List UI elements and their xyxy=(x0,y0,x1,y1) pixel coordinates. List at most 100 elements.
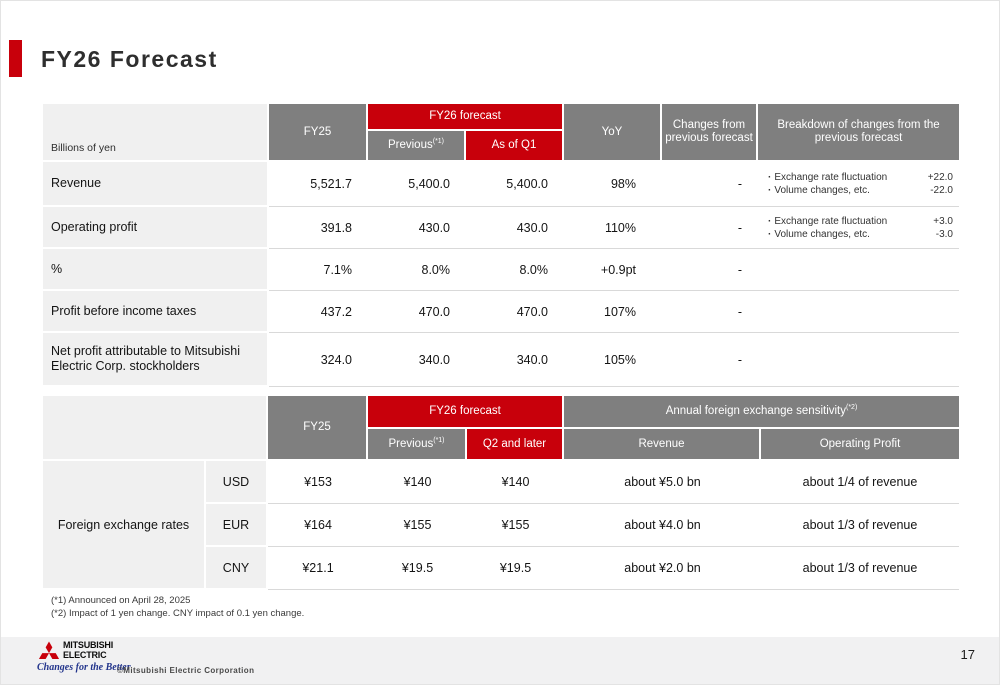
cell-previous: 470.0 xyxy=(368,291,466,333)
breakdown-line: Exchange rate fluctuation +3.0 xyxy=(768,215,953,228)
table1-col-breakdown: Breakdown of changes from the previous f… xyxy=(758,104,959,162)
fx-table: FY25 FY26 forecast Annual foreign exchan… xyxy=(43,396,959,590)
table-row-operating-profit: Operating profit 391.8 430.0 430.0 110% … xyxy=(43,207,959,249)
cell-breakdown xyxy=(758,291,959,333)
breakdown-line: Volume changes, etc. -3.0 xyxy=(768,228,953,241)
cell-yoy: +0.9pt xyxy=(564,249,662,291)
cell-q2-and-later: ¥19.5 xyxy=(467,547,564,590)
brand-tagline: Changes for the Better xyxy=(37,662,131,673)
table2-col-fy26-forecast: FY26 forecast xyxy=(368,396,564,429)
cell-sens-revenue: about ¥5.0 bn xyxy=(564,461,761,504)
cell-previous: 8.0% xyxy=(368,249,466,291)
breakdown-value: -22.0 xyxy=(930,185,953,196)
table2-col-previous: Previous(*1) xyxy=(368,429,467,461)
cell-sens-op-profit: about 1/4 of revenue xyxy=(761,461,959,504)
table2-col-sens-op-profit: Operating Profit xyxy=(761,429,959,461)
table2-header-row-2: Previous(*1) Q2 and later Revenue Operat… xyxy=(43,429,959,461)
forecast-table: Billions of yen FY25 FY26 forecast YoY C… xyxy=(43,104,959,387)
cell-breakdown xyxy=(758,249,959,291)
cell-fy25: ¥21.1 xyxy=(268,547,368,590)
breakdown-item: Volume changes, etc. xyxy=(768,184,870,197)
row-label: Net profit attributable to Mitsubishi El… xyxy=(43,333,269,387)
breakdown-item: Volume changes, etc. xyxy=(768,228,870,241)
table2-blank-header xyxy=(43,396,268,461)
table1-col-fy25: FY25 xyxy=(269,104,368,162)
table-row-op-margin: % 7.1% 8.0% 8.0% +0.9pt - xyxy=(43,249,959,291)
footer: MITSUBISHI ELECTRIC Changes for the Bett… xyxy=(1,637,999,684)
table2-col-sensitivity: Annual foreign exchange sensitivity(*2) xyxy=(564,396,959,429)
cell-breakdown: Exchange rate fluctuation +3.0 Volume cha… xyxy=(758,207,959,249)
cell-fy25: ¥164 xyxy=(268,504,368,547)
table-row-eur: EUR ¥164 ¥155 ¥155 about ¥4.0 bn about 1… xyxy=(43,504,959,547)
cell-sens-op-profit: about 1/3 of revenue xyxy=(761,547,959,590)
table-row-net-profit: Net profit attributable to Mitsubishi El… xyxy=(43,333,959,387)
table1-col-fy26-forecast: FY26 forecast xyxy=(368,104,564,131)
table-row-cny: CNY ¥21.1 ¥19.5 ¥19.5 about ¥2.0 bn abou… xyxy=(43,547,959,590)
breakdown-line: Exchange rate fluctuation +22.0 xyxy=(768,171,953,184)
cell-as-of-q1: 340.0 xyxy=(466,333,564,387)
row-label: Profit before income taxes xyxy=(43,291,269,333)
cell-sens-revenue: about ¥4.0 bn xyxy=(564,504,761,547)
breakdown-value: +22.0 xyxy=(927,172,953,183)
breakdown-line: Volume changes, etc. -22.0 xyxy=(768,184,953,197)
cell-as-of-q1: 430.0 xyxy=(466,207,564,249)
table1-col-as-of-q1: As of Q1 xyxy=(466,131,564,162)
table1-col-yoy: YoY xyxy=(564,104,662,162)
brand-line-2: ELECTRIC xyxy=(63,649,107,660)
footnotes: (*1) Announced on April 28, 2025 (*2) Im… xyxy=(51,595,304,620)
cell-changes: - xyxy=(662,249,758,291)
cell-previous: 430.0 xyxy=(368,207,466,249)
cell-previous: ¥140 xyxy=(368,461,467,504)
cell-yoy: 105% xyxy=(564,333,662,387)
page-title: FY26 Forecast xyxy=(41,46,218,72)
cell-changes: - xyxy=(662,333,758,387)
table1-col-previous: Previous(*1) xyxy=(368,131,466,162)
breakdown-value: +3.0 xyxy=(933,215,953,227)
cell-previous: 5,400.0 xyxy=(368,162,466,207)
cell-fy25: 391.8 xyxy=(269,207,368,249)
row-label: Revenue xyxy=(43,162,269,207)
brand-line-1: MITSUBISHI xyxy=(63,640,114,650)
row-label: % xyxy=(43,249,269,291)
cell-previous: 340.0 xyxy=(368,333,466,387)
cell-fy25: ¥153 xyxy=(268,461,368,504)
cell-sens-op-profit: about 1/3 of revenue xyxy=(761,504,959,547)
cell-yoy: 107% xyxy=(564,291,662,333)
table-row-usd: Foreign exchange rates USD ¥153 ¥140 ¥14… xyxy=(43,461,959,590)
cell-breakdown xyxy=(758,333,959,387)
table-row-profit-before-taxes: Profit before income taxes 437.2 470.0 4… xyxy=(43,291,959,333)
cell-currency: USD xyxy=(206,461,268,504)
table-row-revenue: Revenue 5,521.7 5,400.0 5,400.0 98% - Ex… xyxy=(43,162,959,207)
cell-yoy: 110% xyxy=(564,207,662,249)
cell-fy25: 437.2 xyxy=(269,291,368,333)
cell-as-of-q1: 470.0 xyxy=(466,291,564,333)
cell-sens-revenue: about ¥2.0 bn xyxy=(564,547,761,590)
cell-q2-and-later: ¥155 xyxy=(467,504,564,547)
cell-changes: - xyxy=(662,162,758,207)
brand-wordmark: MITSUBISHI ELECTRIC xyxy=(63,640,114,660)
table1-col-changes: Changes from previous forecast xyxy=(662,104,758,162)
cell-as-of-q1: 5,400.0 xyxy=(466,162,564,207)
breakdown-item: Exchange rate fluctuation xyxy=(768,215,887,228)
table2-col-fy25: FY25 xyxy=(268,396,368,461)
table1-unit-label: Billions of yen xyxy=(43,104,269,162)
cell-changes: - xyxy=(662,207,758,249)
copyright: ©Mitsubishi Electric Corporation xyxy=(117,666,255,675)
title-accent-bar xyxy=(9,40,22,77)
footnote-2: (*2) Impact of 1 yen change. CNY impact … xyxy=(51,607,305,619)
cell-changes: - xyxy=(662,291,758,333)
cell-previous: ¥155 xyxy=(368,504,467,547)
table1-header-row-2: Previous(*1) As of Q1 xyxy=(43,131,959,162)
cell-yoy: 98% xyxy=(564,162,662,207)
table2-col-sens-revenue: Revenue xyxy=(564,429,761,461)
table2-col-q2-and-later: Q2 and later xyxy=(467,429,564,461)
cell-fy25: 324.0 xyxy=(269,333,368,387)
mitsubishi-logo-icon xyxy=(38,641,60,659)
breakdown-value: -3.0 xyxy=(935,228,953,240)
table2-header-row-1: FY25 FY26 forecast Annual foreign exchan… xyxy=(43,396,959,461)
cell-fy25: 7.1% xyxy=(269,249,368,291)
cell-as-of-q1: 8.0% xyxy=(466,249,564,291)
row-label: Operating profit xyxy=(43,207,269,249)
cell-currency: EUR xyxy=(206,504,268,547)
